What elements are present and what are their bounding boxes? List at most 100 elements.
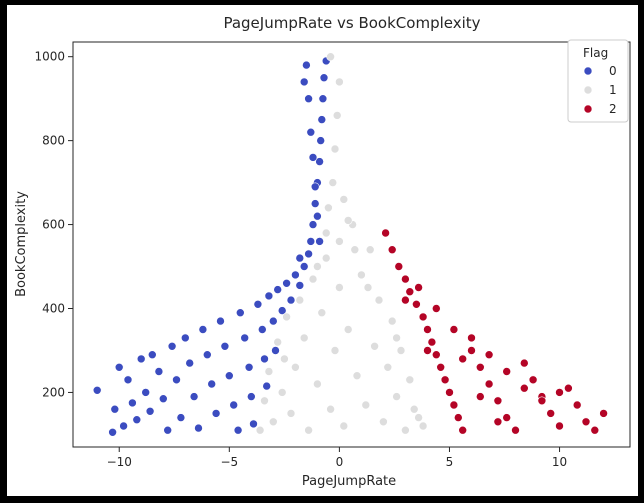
data-point-flag-0: [308, 220, 318, 229]
data-point-flag-1: [335, 283, 344, 292]
data-point-flag-1: [317, 308, 327, 318]
y-tick-label: 400: [42, 302, 65, 316]
data-point-flag-1: [260, 396, 269, 406]
data-point-flag-0: [253, 299, 263, 309]
data-point-flag-0: [216, 316, 225, 326]
data-point-flag-1: [350, 245, 360, 254]
data-point-flag-0: [244, 362, 254, 372]
data-point-flag-1: [352, 371, 362, 381]
data-point-flag-0: [110, 404, 120, 414]
data-point-flag-0: [304, 249, 313, 259]
data-point-flag-0: [302, 60, 311, 70]
data-point-flag-2: [381, 228, 390, 238]
data-point-flag-1: [339, 195, 349, 204]
data-point-flag-2: [537, 396, 547, 406]
data-point-flag-0: [229, 400, 238, 410]
data-point-flag-0: [249, 419, 258, 429]
data-point-flag-0: [181, 333, 190, 343]
data-point-flag-0: [299, 77, 309, 87]
data-point-flag-1: [277, 388, 287, 397]
data-point-flag-1: [363, 283, 373, 292]
data-point-flag-0: [220, 341, 230, 351]
data-point-flag-1: [328, 178, 338, 187]
data-point-flag-2: [427, 337, 437, 347]
data-point-flag-2: [484, 379, 494, 389]
data-point-flag-0: [211, 409, 221, 418]
data-point-flag-0: [207, 379, 216, 389]
data-point-flag-0: [299, 262, 309, 271]
data-point-flag-1: [313, 262, 322, 271]
legend-entries: 0 1 2: [583, 64, 617, 116]
data-point-flag-1: [396, 346, 406, 355]
data-point-flag-1: [326, 404, 335, 414]
y-tick-label: 800: [42, 134, 65, 148]
data-point-flag-1: [335, 237, 344, 246]
data-point-flag-2: [449, 325, 459, 334]
data-point-flag-2: [394, 262, 404, 271]
data-point-flag-1: [324, 203, 333, 213]
data-point-flag-2: [467, 346, 476, 355]
data-point-flag-0: [167, 341, 177, 351]
data-point-flag-0: [291, 270, 300, 280]
data-point-flag-0: [148, 350, 157, 360]
data-point-flag-0: [92, 385, 102, 395]
data-point-flag-0: [317, 115, 327, 124]
legend-marker-1: [583, 85, 593, 95]
data-point-flag-0: [277, 306, 287, 315]
data-point-flag-1: [273, 337, 283, 347]
data-point-flag-0: [154, 367, 164, 376]
data-point-flag-0: [225, 371, 234, 381]
data-point-flag-1: [370, 341, 379, 351]
legend-title: Flag: [583, 46, 608, 60]
data-point-flag-1: [321, 253, 331, 263]
legend-label-0: 0: [609, 64, 617, 78]
data-point-flag-0: [194, 423, 203, 433]
data-point-flag-0: [159, 394, 168, 404]
data-point-flag-1: [268, 417, 278, 427]
data-point-flag-1: [332, 111, 342, 120]
data-point-flag-0: [141, 388, 150, 397]
data-point-flag-1: [361, 400, 371, 410]
data-point-flag-1: [326, 52, 335, 62]
data-point-flag-2: [599, 409, 608, 418]
data-point-flag-1: [299, 333, 309, 343]
data-point-flag-0: [172, 375, 181, 385]
data-point-flag-0: [273, 285, 283, 294]
data-point-flag-1: [282, 312, 291, 322]
data-point-flag-1: [357, 270, 366, 280]
data-point-flag-1: [392, 333, 401, 343]
data-point-flag-2: [502, 367, 512, 376]
data-point-flag-0: [108, 427, 117, 437]
data-point-flag-2: [418, 312, 428, 322]
chart-title: PageJumpRate vs BookComplexity: [223, 14, 480, 32]
y-axis-label: BookComplexity: [14, 191, 29, 297]
data-point-flag-2: [572, 400, 582, 410]
data-point-flag-0: [271, 346, 280, 355]
data-point-flag-1: [343, 216, 353, 225]
data-point-flag-0: [306, 237, 316, 246]
data-point-flag-1: [383, 362, 393, 372]
data-point-flag-2: [440, 375, 450, 385]
data-point-flag-0: [310, 199, 320, 208]
data-point-flag-0: [268, 316, 278, 326]
data-point-flag-1: [321, 228, 331, 238]
data-point-flag-2: [546, 409, 556, 418]
data-point-flag-1: [405, 375, 415, 385]
data-point-flag-2: [564, 383, 573, 393]
data-point-flag-0: [233, 425, 243, 435]
data-point-flag-2: [511, 425, 520, 435]
data-point-flag-0: [308, 153, 318, 162]
data-point-flag-0: [240, 333, 249, 343]
legend-label-1: 1: [609, 83, 617, 97]
data-point-flag-2: [458, 425, 468, 435]
data-point-flag-1: [330, 346, 340, 355]
data-point-flag-2: [453, 413, 463, 422]
data-point-flag-0: [282, 278, 291, 288]
data-point-flag-0: [176, 413, 186, 422]
legend: Flag 0 1 2: [567, 39, 629, 123]
data-point-flag-2: [412, 299, 421, 309]
data-point-flag-2: [401, 295, 410, 305]
data-point-flag-0: [132, 415, 142, 425]
y-tick-label: 200: [42, 385, 65, 399]
